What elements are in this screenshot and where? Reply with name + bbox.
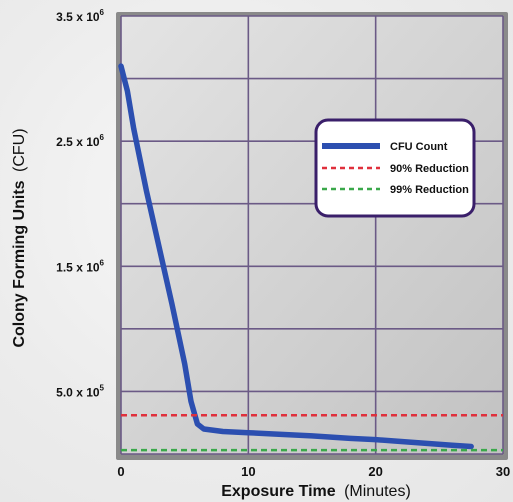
x-tick-label-0: 0 bbox=[117, 464, 124, 479]
y-tick-label-2500000: 2.5 x 106 bbox=[56, 133, 104, 149]
legend-label-cfu-count: CFU Count bbox=[390, 141, 448, 153]
legend-item-cfu-count: CFU Count bbox=[322, 141, 448, 153]
y-tick-labels: 5.0 x 105 1.5 x 106 2.5 x 106 3.5 x 106 bbox=[56, 8, 104, 399]
series-layer bbox=[118, 63, 503, 452]
legend-label-90-reduction: 90% Reduction bbox=[390, 163, 469, 175]
x-tick-label-20: 20 bbox=[368, 464, 382, 479]
x-axis-title-unit: (Minutes) bbox=[344, 483, 411, 500]
series-line-cfu-count bbox=[118, 63, 474, 450]
legend-label-99-reduction: 99% Reduction bbox=[390, 184, 469, 196]
gridlines bbox=[120, 15, 504, 455]
y-axis-title-unit: (CFU) bbox=[11, 128, 28, 172]
x-axis-title: Exposure Time (Minutes) bbox=[221, 483, 411, 500]
y-tick-label-3500000: 3.5 x 106 bbox=[56, 8, 104, 24]
y-tick-label-500000: 5.0 x 105 bbox=[56, 383, 104, 399]
x-tick-labels: 0 10 20 30 bbox=[117, 464, 510, 479]
y-axis-title-main: Colony Forming Units bbox=[11, 180, 28, 347]
legend-item-99-reduction: 99% Reduction bbox=[322, 184, 469, 196]
y-axis-title: Colony Forming Units (CFU) bbox=[11, 128, 28, 347]
x-tick-label-30: 30 bbox=[496, 464, 510, 479]
plot-area bbox=[121, 16, 503, 454]
legend: CFU Count 90% Reduction 99% Reduction bbox=[314, 118, 476, 218]
legend-item-90-reduction: 90% Reduction bbox=[322, 163, 469, 175]
x-axis-title-main: Exposure Time bbox=[221, 483, 336, 500]
y-tick-label-1500000: 1.5 x 106 bbox=[56, 258, 104, 274]
x-tick-label-10: 10 bbox=[241, 464, 255, 479]
